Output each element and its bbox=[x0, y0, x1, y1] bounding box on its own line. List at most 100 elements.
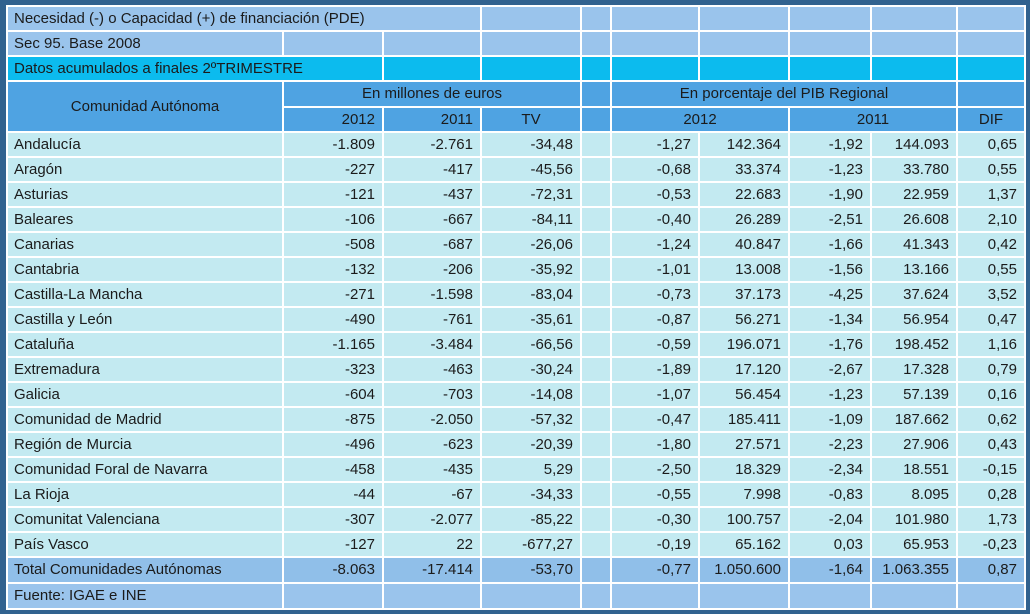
column-header-row: 2012 2011 TV 2012 2011 DIF bbox=[8, 108, 1024, 131]
cell-value: -83,04 bbox=[482, 283, 580, 306]
cell-value: 0,42 bbox=[958, 233, 1024, 256]
cell-value: -1,66 bbox=[790, 233, 870, 256]
cell-value: 65.953 bbox=[872, 533, 956, 556]
cell-region-name: Canarias bbox=[8, 233, 282, 256]
cell-value: -508 bbox=[284, 233, 382, 256]
spacer-cell bbox=[582, 258, 610, 281]
cell-value: 27.571 bbox=[700, 433, 788, 456]
empty-cell bbox=[790, 32, 870, 55]
cell-value: 56.271 bbox=[700, 308, 788, 331]
cell-value: -20,39 bbox=[482, 433, 580, 456]
table-row: La Rioja -44 -67 -34,33 -0,55 7.998 -0,83 8.095… bbox=[8, 483, 1024, 506]
cell-region-name: Extremadura bbox=[8, 358, 282, 381]
cell-value: 1,37 bbox=[958, 183, 1024, 206]
column-group-header-row: Comunidad Autónoma En millones de euros … bbox=[8, 82, 1024, 131]
cell-value: -1,09 bbox=[790, 408, 870, 431]
cell-value: 187.662 bbox=[872, 408, 956, 431]
cell-value: 26.289 bbox=[700, 208, 788, 231]
cell-value: 0,62 bbox=[958, 408, 1024, 431]
table-row: Baleares -106 -667 -84,11 -0,40 26.289 -2,51 26… bbox=[8, 208, 1024, 231]
cell-value: -85,22 bbox=[482, 508, 580, 531]
cell-value: 40.847 bbox=[700, 233, 788, 256]
col-header-tv: TV bbox=[482, 108, 580, 131]
cell-value: -0,19 bbox=[612, 533, 698, 556]
cell-value: 0,55 bbox=[958, 158, 1024, 181]
cell-value: 101.980 bbox=[872, 508, 956, 531]
cell-value: -0,55 bbox=[612, 483, 698, 506]
cell-value: -1,24 bbox=[612, 233, 698, 256]
cell-region-name: Comunidad de Madrid bbox=[8, 408, 282, 431]
cell-value: -323 bbox=[284, 358, 382, 381]
spacer-cell bbox=[582, 158, 610, 181]
col-header-2012-millones: 2012 bbox=[284, 108, 382, 131]
cell-value: -44 bbox=[284, 483, 382, 506]
cell-region-name: Aragón bbox=[8, 158, 282, 181]
cell-region-name: Andalucía bbox=[8, 133, 282, 156]
cell-value: -34,33 bbox=[482, 483, 580, 506]
spacer-cell bbox=[582, 208, 610, 231]
cell-value: -67 bbox=[384, 483, 480, 506]
table-row: Canarias -508 -687 -26,06 -1,24 40.847 -1,66 41… bbox=[8, 233, 1024, 256]
empty-cell bbox=[582, 32, 610, 55]
cell-value: -463 bbox=[384, 358, 480, 381]
cell-value: -1,56 bbox=[790, 258, 870, 281]
cell-value: -0,40 bbox=[612, 208, 698, 231]
cell-value: 0,47 bbox=[958, 308, 1024, 331]
table-row: País Vasco -127 22 -677,27 -0,19 65.162 0,03 65… bbox=[8, 533, 1024, 556]
spacer-cell bbox=[582, 183, 610, 206]
cell-value: 0,43 bbox=[958, 433, 1024, 456]
title-row-1: Necesidad (-) o Capacidad (+) de financi… bbox=[8, 7, 1024, 30]
cell-value: -66,56 bbox=[482, 333, 580, 356]
cell-value: -3.484 bbox=[384, 333, 480, 356]
table-row: Cantabria -132 -206 -35,92 -1,01 13.008 -1,56 1… bbox=[8, 258, 1024, 281]
empty-cell bbox=[582, 584, 610, 608]
cell-value: 33.374 bbox=[700, 158, 788, 181]
cell-value: -0,73 bbox=[612, 283, 698, 306]
cell-value: -761 bbox=[384, 308, 480, 331]
cell-value: -8.063 bbox=[284, 558, 382, 582]
empty-cell bbox=[384, 32, 480, 55]
table-footer: Fuente: IGAE e INE bbox=[8, 584, 1024, 608]
title-rows: Necesidad (-) o Capacidad (+) de financi… bbox=[8, 7, 1024, 131]
source-row: Fuente: IGAE e INE bbox=[8, 584, 1024, 608]
table-row: Cataluña -1.165 -3.484 -66,56 -0,59 196.071 -1… bbox=[8, 333, 1024, 356]
cell-value: 0,28 bbox=[958, 483, 1024, 506]
cell-value: -604 bbox=[284, 383, 382, 406]
cell-value: -2.050 bbox=[384, 408, 480, 431]
cell-value: 0,79 bbox=[958, 358, 1024, 381]
cell-value: 13.008 bbox=[700, 258, 788, 281]
cell-value: -35,92 bbox=[482, 258, 580, 281]
cell-value: -2,04 bbox=[790, 508, 870, 531]
cell-value: -0,83 bbox=[790, 483, 870, 506]
cell-value: 22.683 bbox=[700, 183, 788, 206]
cell-value: 26.608 bbox=[872, 208, 956, 231]
empty-cell bbox=[700, 32, 788, 55]
group-header-millones: En millones de euros bbox=[284, 82, 580, 106]
cell-value: -227 bbox=[284, 158, 382, 181]
cell-value: 0,03 bbox=[790, 533, 870, 556]
spacer-cell bbox=[582, 483, 610, 506]
cell-value: -687 bbox=[384, 233, 480, 256]
cell-value: -206 bbox=[384, 258, 480, 281]
spacer-cell bbox=[582, 283, 610, 306]
cell-value: 37.173 bbox=[700, 283, 788, 306]
empty-cell bbox=[612, 584, 698, 608]
cell-value: -0,59 bbox=[612, 333, 698, 356]
spacer-cell bbox=[582, 458, 610, 481]
cell-region-name: Comunitat Valenciana bbox=[8, 508, 282, 531]
empty-cell bbox=[958, 584, 1024, 608]
cell-value: -1,76 bbox=[790, 333, 870, 356]
empty-cell bbox=[612, 32, 698, 55]
cell-value: -45,56 bbox=[482, 158, 580, 181]
cell-value: -0,47 bbox=[612, 408, 698, 431]
spacer-cell bbox=[582, 533, 610, 556]
cell-value: -677,27 bbox=[482, 533, 580, 556]
cell-value: -2,23 bbox=[790, 433, 870, 456]
cell-value: -667 bbox=[384, 208, 480, 231]
cell-value: -1,90 bbox=[790, 183, 870, 206]
title-row-3: Datos acumulados a finales 2ºTRIMESTRE bbox=[8, 57, 1024, 80]
cell-value: 2,10 bbox=[958, 208, 1024, 231]
cell-value: 65.162 bbox=[700, 533, 788, 556]
cell-value: -1.165 bbox=[284, 333, 382, 356]
cell-value: -875 bbox=[284, 408, 382, 431]
